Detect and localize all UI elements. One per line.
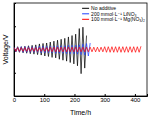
x-tick: 300 <box>100 94 111 103</box>
legend-label: 100 mmol·L⁻¹ Mg(NO₃)₂ <box>91 16 145 22</box>
legend: No additive200 mmol·L⁻¹ LiNO₃100 mmol·L⁻… <box>82 5 145 22</box>
x-axis: 0 100 200 300 400 <box>13 94 148 103</box>
legend-swatch <box>82 13 89 14</box>
y-axis-title: Voltage/V <box>2 34 10 64</box>
plot: 0 100 200 300 400 No additive200 mmol·L⁻¹ LiN… <box>13 3 148 103</box>
legend-swatch <box>82 8 89 9</box>
legend-swatch <box>82 19 89 20</box>
x-tick: 400 <box>130 94 141 103</box>
x-tick-label: 200 <box>70 97 81 103</box>
x-tick-label: 100 <box>40 97 51 103</box>
x-tick-label: 400 <box>130 97 141 103</box>
x-tick-label: 0 <box>13 97 17 103</box>
x-axis-title: Time/h <box>70 109 91 116</box>
x-tick: 100 <box>40 94 51 103</box>
series-line <box>14 27 87 74</box>
plot-frame <box>14 3 147 96</box>
x-tick: 200 <box>70 94 81 103</box>
series-group <box>14 27 141 74</box>
legend-item: 100 mmol·L⁻¹ Mg(NO₃)₂ <box>82 16 145 22</box>
chart: 0 100 200 300 400 No additive200 mmol·L⁻¹ LiN… <box>0 0 150 117</box>
x-tick-label: 300 <box>100 97 111 103</box>
series-line <box>14 46 141 52</box>
